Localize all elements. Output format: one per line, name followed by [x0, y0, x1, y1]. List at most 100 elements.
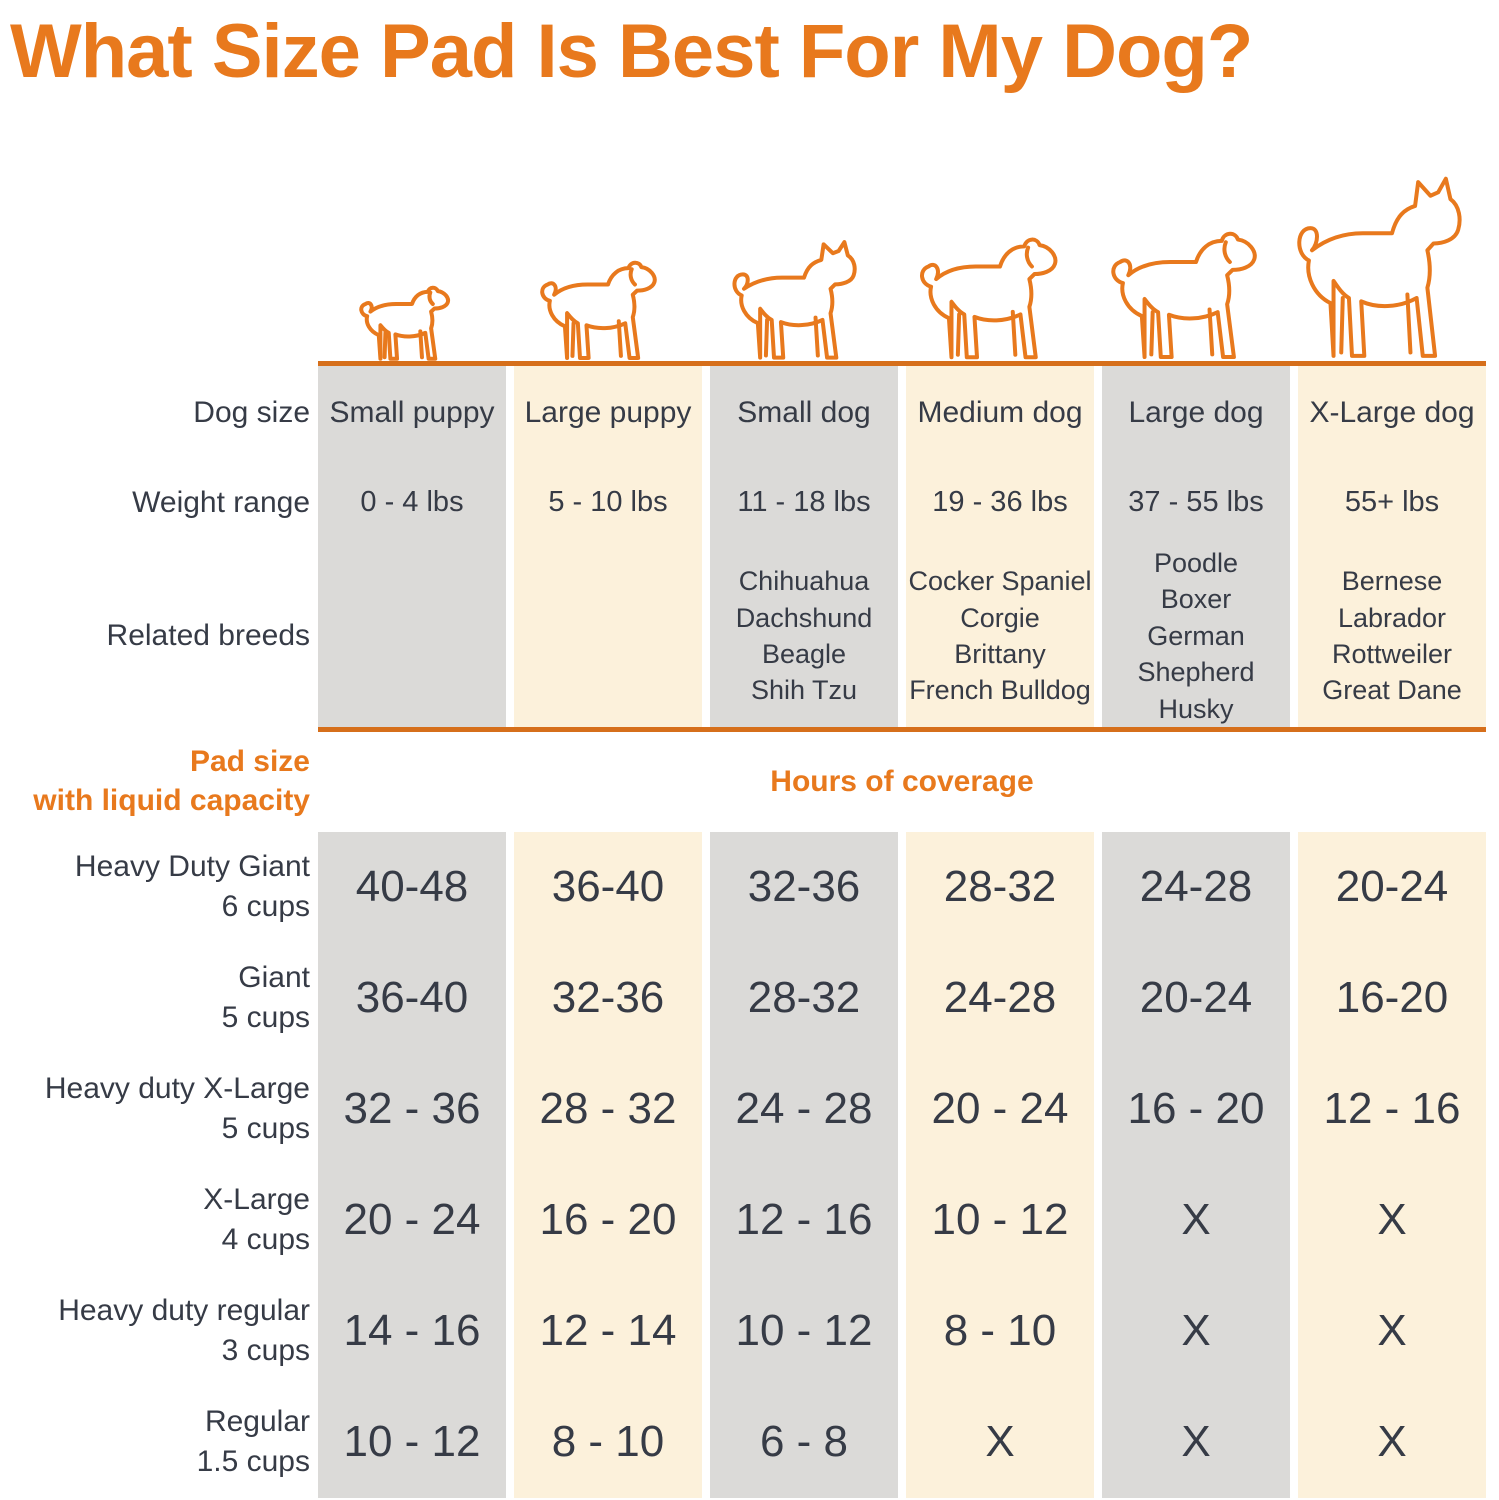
- pad-capacity: 5 cups: [221, 1112, 310, 1146]
- hours-cell: 8 - 10: [514, 1386, 702, 1498]
- weight-cell: 37 - 55 lbs: [1102, 459, 1290, 546]
- hours-cell: X: [1102, 1275, 1290, 1387]
- pad-name: Heavy duty X-Large: [44, 1071, 310, 1105]
- dog-size-large-puppy: Large puppy: [514, 365, 702, 460]
- dog-size-large-dog: Large dog: [1102, 365, 1290, 460]
- page-title: What Size Pad Is Best For My Dog?: [10, 9, 1253, 94]
- size-chart: Dog size Small puppy Large puppy Small d…: [12, 99, 1499, 1498]
- dog-size-medium-dog: Medium dog: [906, 365, 1094, 460]
- pad-capacity: 1.5 cups: [196, 1445, 310, 1479]
- breeds-cell-x-large-dog: Bernese Labrador Rottweiler Great Dane: [1298, 545, 1486, 727]
- hours-cell: 16 - 20: [514, 1164, 702, 1276]
- hours-cell: 24-28: [906, 942, 1094, 1054]
- dog-icon-small-dog: [710, 99, 898, 361]
- hours-cell: 32 - 36: [318, 1053, 506, 1165]
- pad-row-label-x-large: X-Large 4 cups: [12, 1165, 310, 1276]
- breed-name: Brittany: [954, 639, 1046, 670]
- hours-cell: 8 - 10: [906, 1275, 1094, 1387]
- hours-cell: 16 - 20: [1102, 1053, 1290, 1165]
- breeds-cell-medium-dog: Cocker Spaniel Corgie Brittany French Bu…: [906, 545, 1094, 727]
- hours-cell: X: [906, 1386, 1094, 1498]
- dog-size-x-large-dog: X-Large dog: [1298, 365, 1486, 460]
- breed-name: Boxer: [1160, 584, 1232, 615]
- hours-cell: 6 - 8: [710, 1386, 898, 1498]
- breeds-cell-small-dog: Chihuahua Dachshund Beagle Shih Tzu: [710, 545, 898, 727]
- hours-cell: X: [1298, 1164, 1486, 1276]
- breed-name: Husky: [1158, 693, 1234, 724]
- pad-name: Heavy duty regular: [58, 1293, 310, 1327]
- weight-cell: 55+ lbs: [1298, 459, 1486, 546]
- dog-icon-large-puppy: [514, 99, 702, 361]
- section-divider-line: [318, 726, 1486, 732]
- hours-cell: 28-32: [906, 831, 1094, 943]
- weight-cell: 0 - 4 lbs: [318, 459, 506, 546]
- dog-icon-small-puppy: [318, 99, 506, 361]
- dog-icon-medium-dog: [906, 99, 1094, 361]
- pad-name: Regular: [204, 1404, 310, 1438]
- hours-cell: 14 - 16: [318, 1275, 506, 1387]
- pad-size-heading-line2: with liquid capacity: [33, 783, 310, 817]
- breed-name: Corgie: [960, 602, 1040, 633]
- hours-cell: 12 - 16: [710, 1164, 898, 1276]
- hours-cell: 32-36: [514, 942, 702, 1054]
- spacer: [12, 99, 310, 361]
- pad-size-heading-line1: Pad size: [189, 744, 310, 778]
- pad-name: Giant: [238, 960, 310, 994]
- pad-capacity: 6 cups: [221, 890, 310, 924]
- pad-size-heading: Pad size with liquid capacity: [12, 732, 310, 832]
- breed-name: Rottweiler: [1331, 639, 1453, 670]
- hours-of-coverage-heading: Hours of coverage: [770, 764, 1034, 798]
- breed-name: Cocker Spaniel: [908, 566, 1092, 597]
- hours-cell: 36-40: [318, 942, 506, 1054]
- pad-row-label-giant: Giant 5 cups: [12, 943, 310, 1054]
- hours-cell: 10 - 12: [906, 1164, 1094, 1276]
- breed-name: Poodle: [1153, 547, 1239, 578]
- hours-cell: 10 - 12: [710, 1275, 898, 1387]
- hours-cell: 32-36: [710, 831, 898, 943]
- pad-row-label-regular: Regular 1.5 cups: [12, 1387, 310, 1498]
- breed-name: Labrador: [1337, 602, 1447, 633]
- breed-name: Shih Tzu: [750, 675, 858, 706]
- hours-cell: X: [1102, 1386, 1290, 1498]
- breeds-cell-empty: [318, 545, 506, 727]
- dog-size-small-dog: Small dog: [710, 365, 898, 460]
- hours-cell: 20-24: [1298, 831, 1486, 943]
- hours-cell: 16-20: [1298, 942, 1486, 1054]
- pad-name: Heavy Duty Giant: [74, 849, 310, 883]
- hours-cell: 28 - 32: [514, 1053, 702, 1165]
- pad-row-label-heavy-duty-x-large: Heavy duty X-Large 5 cups: [12, 1054, 310, 1165]
- hours-cell: 12 - 14: [514, 1275, 702, 1387]
- hours-cell: 40-48: [318, 831, 506, 943]
- pad-capacity: 4 cups: [221, 1223, 310, 1257]
- hours-cell: 20 - 24: [318, 1164, 506, 1276]
- breeds-cell-large-dog: Poodle Boxer German Shepherd Husky: [1102, 545, 1290, 727]
- weight-cell: 5 - 10 lbs: [514, 459, 702, 546]
- breed-name: Bernese: [1341, 566, 1443, 597]
- breed-name: German Shepherd: [1137, 620, 1255, 688]
- hours-cell: X: [1298, 1275, 1486, 1387]
- dog-icon-large-dog: [1102, 99, 1290, 361]
- pad-row-label-heavy-duty-regular: Heavy duty regular 3 cups: [12, 1276, 310, 1387]
- dog-icon-x-large-dog: [1298, 99, 1486, 361]
- breed-name: French Bulldog: [909, 675, 1091, 706]
- ground-line: [318, 360, 1486, 366]
- pad-row-label-heavy-duty-giant: Heavy Duty Giant 6 cups: [12, 832, 310, 943]
- weight-cell: 19 - 36 lbs: [906, 459, 1094, 546]
- breeds-cell-empty: [514, 545, 702, 727]
- dog-size-small-puppy: Small puppy: [318, 365, 506, 460]
- row-label-related-breeds: Related breeds: [106, 619, 310, 653]
- breed-name: Dachshund: [735, 602, 873, 633]
- hours-cell: 28-32: [710, 942, 898, 1054]
- hours-cell: 24-28: [1102, 831, 1290, 943]
- breed-name: Great Dane: [1322, 675, 1462, 706]
- pad-capacity: 5 cups: [221, 1001, 310, 1035]
- weight-cell: 11 - 18 lbs: [710, 459, 898, 546]
- breed-name: Beagle: [761, 639, 847, 670]
- breed-name: Chihuahua: [738, 566, 870, 597]
- hours-cell: X: [1102, 1164, 1290, 1276]
- row-label-weight-range: Weight range: [132, 485, 310, 519]
- hours-cell: 20-24: [1102, 942, 1290, 1054]
- hours-cell: 10 - 12: [318, 1386, 506, 1498]
- hours-cell: 20 - 24: [906, 1053, 1094, 1165]
